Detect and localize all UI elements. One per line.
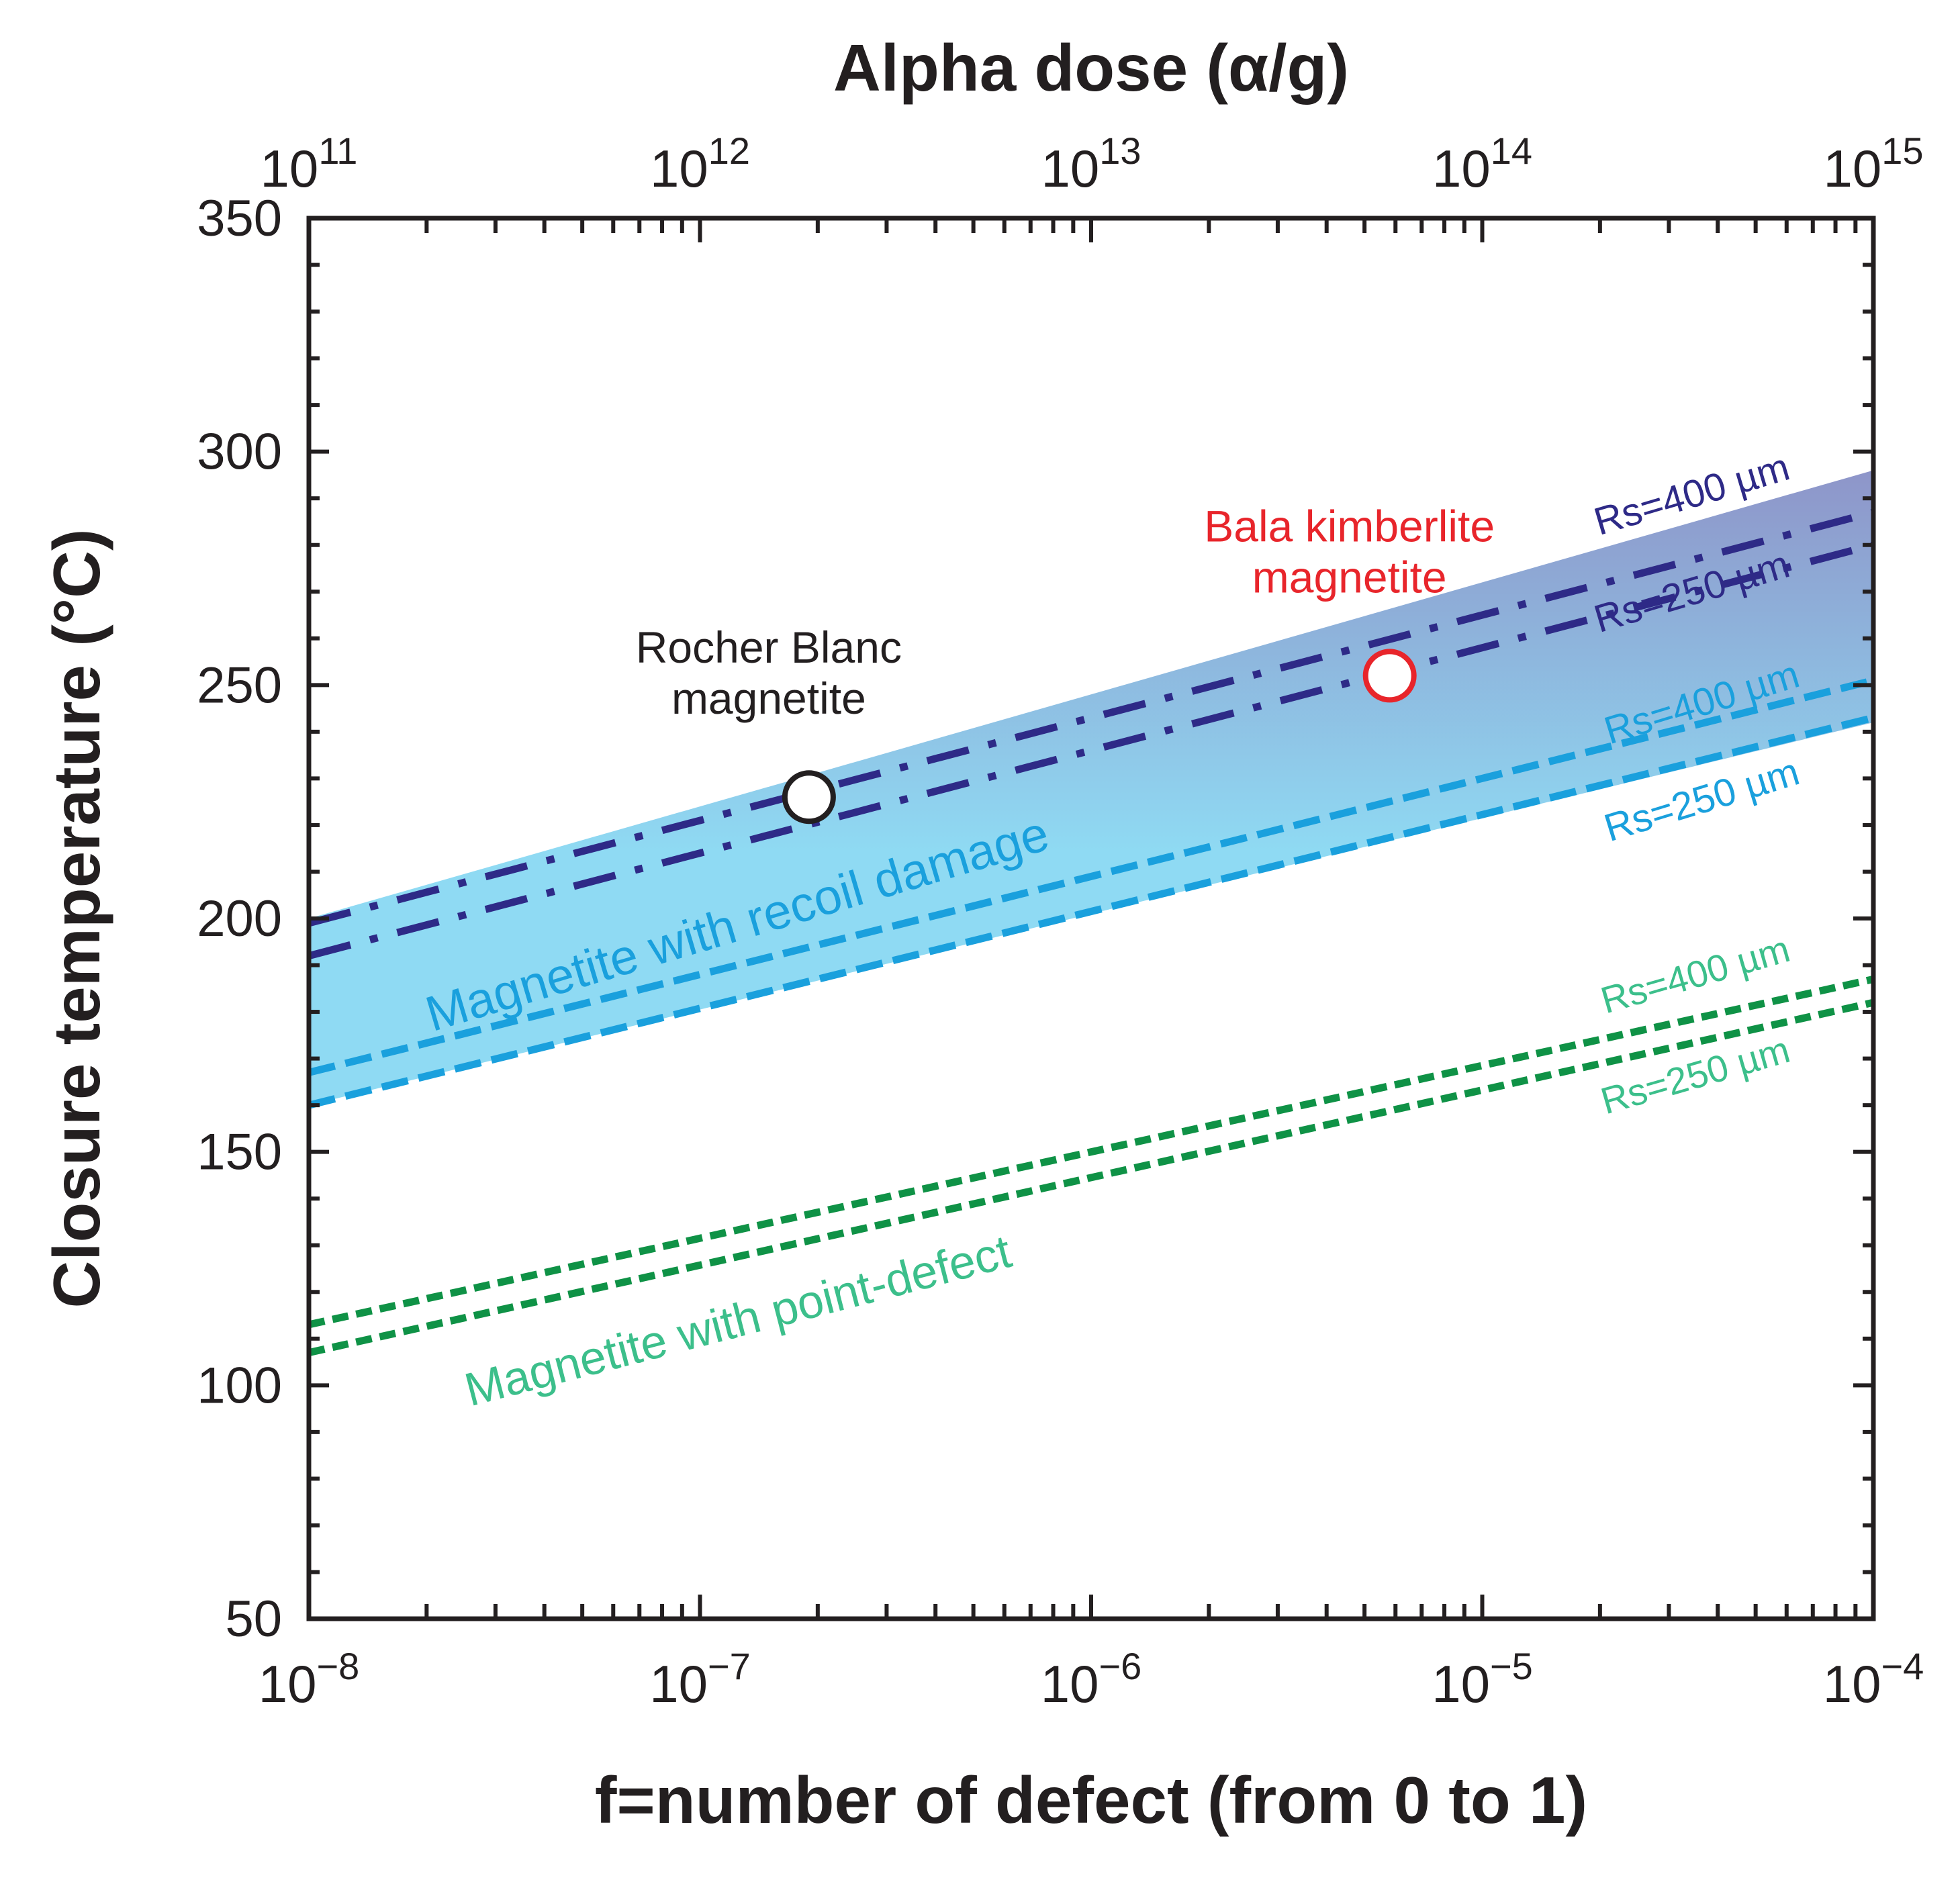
x-bottom-tick-label: 10−4 [1823, 1645, 1924, 1713]
bala-kimberlite-magnetite-label-line2: magnetite [1252, 552, 1447, 602]
x-bottom-tick-label: 10−6 [1041, 1645, 1142, 1713]
x-top-tick-label: 1012 [650, 130, 750, 198]
series-line-point-defect-rs400 [309, 976, 1873, 1329]
rs-label-point-defect-rs400: Rs=400 µm [1596, 927, 1794, 1021]
bala-kimberlite-magnetite-label-line1: Bala kimberlite [1204, 501, 1495, 551]
series-line-recoil-upper-rs250 [309, 541, 1873, 959]
x-bottom-tick-label: 10−7 [649, 1645, 751, 1713]
x-top-tick-label: 1015 [1823, 130, 1923, 198]
x-top-tick-label: 1013 [1041, 130, 1141, 198]
rocher-blanc-magnetite-marker [782, 770, 836, 824]
y-tick-label: 50 [225, 1591, 282, 1648]
y-axis-title: Closure temperature (°C) [40, 529, 113, 1309]
y-tick-label: 150 [197, 1124, 282, 1181]
y-tick-label: 350 [197, 190, 282, 247]
x-top-tick-label: 1011 [261, 130, 358, 198]
y-tick-label: 250 [197, 657, 282, 714]
series-line-recoil-lower-rs400 [309, 677, 1873, 1076]
y-tick-label: 100 [197, 1357, 282, 1414]
x-bottom-tick-label: 10−8 [259, 1645, 360, 1713]
series-line-recoil-upper-rs400 [309, 508, 1873, 927]
y-tick-label: 200 [197, 890, 282, 947]
rs-label-point-defect-rs250: Rs=250 µm [1596, 1028, 1794, 1122]
rocher-blanc-magnetite-label-line2: magnetite [671, 673, 866, 723]
bala-kimberlite-magnetite-marker [1362, 649, 1417, 703]
series-line-point-defect-rs250 [309, 998, 1873, 1357]
x-top-tick-label: 1014 [1432, 130, 1532, 198]
rocher-blanc-magnetite-label-line1: Rocher Blanc [636, 622, 902, 672]
series-line-recoil-lower-rs250 [309, 714, 1873, 1109]
y-tick-label: 300 [197, 424, 282, 481]
recoil-damage-band [309, 470, 1873, 1106]
x-top-axis-title: Alpha dose (α/g) [833, 31, 1349, 105]
x-bottom-axis-title: f=number of defect (from 0 to 1) [595, 1763, 1587, 1837]
x-bottom-tick-label: 10−5 [1432, 1645, 1533, 1713]
